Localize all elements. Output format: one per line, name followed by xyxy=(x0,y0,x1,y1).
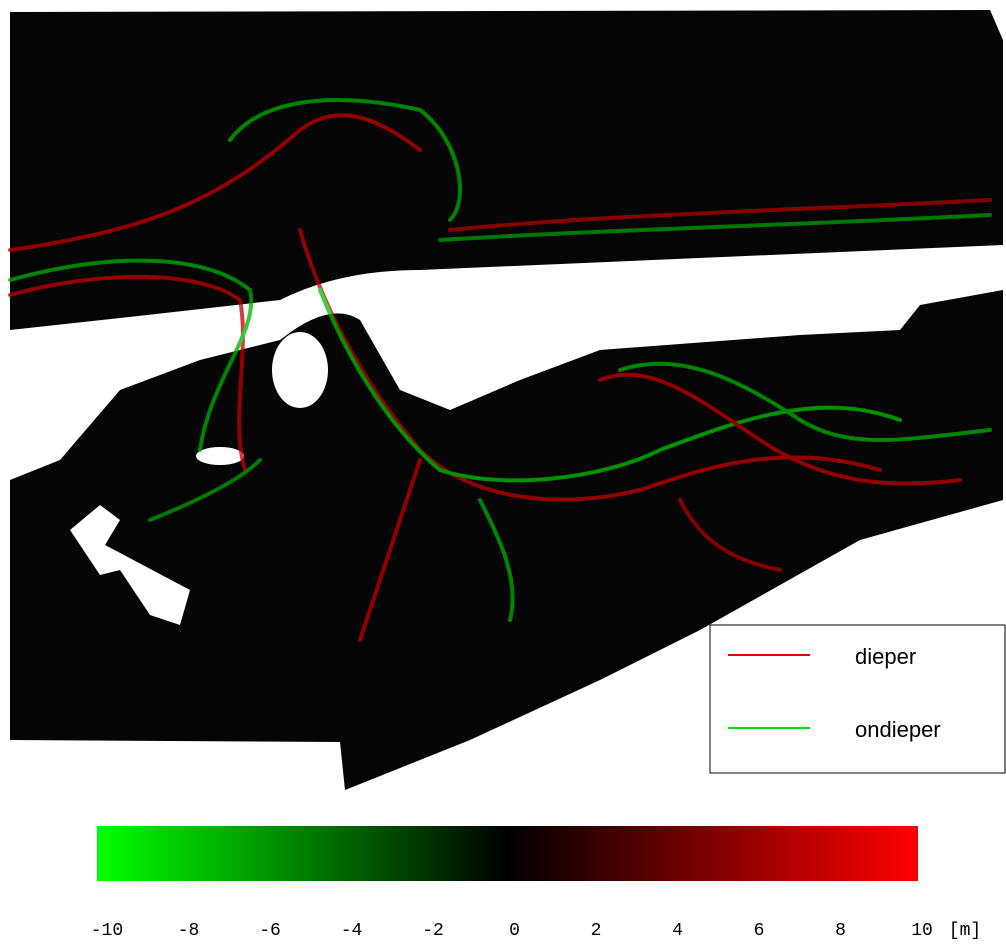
colorbar-tick-label: -10 xyxy=(91,921,123,941)
legend-label: dieper xyxy=(855,644,916,669)
colorbar-tick-label: -4 xyxy=(341,921,363,941)
colorbar-tick-label: 0 xyxy=(509,921,520,941)
colorbar-tick-label: 4 xyxy=(672,921,683,941)
page: dieper ondieper -10 -8 -6 -4 -2 0 2 4 6 8 10 [m] xyxy=(0,0,1006,944)
colorbar-tick-label: -6 xyxy=(259,921,281,941)
colorbar: -10 -8 -6 -4 -2 0 2 4 6 8 10 [m] xyxy=(91,826,981,941)
colorbar-tick-label: 8 xyxy=(835,921,846,941)
colorbar-tick-label: 2 xyxy=(591,921,602,941)
colorbar-tick-label: 10 xyxy=(911,921,933,941)
island xyxy=(196,447,244,465)
colorbar-tick-label: -2 xyxy=(422,921,444,941)
colorbar-tick-label: -8 xyxy=(178,921,200,941)
colorbar-unit: [m] xyxy=(949,921,981,941)
legend-label: ondieper xyxy=(855,717,941,742)
colorbar-tick-label: 6 xyxy=(754,921,765,941)
island xyxy=(272,332,328,408)
colorbar-ramp xyxy=(97,826,918,881)
